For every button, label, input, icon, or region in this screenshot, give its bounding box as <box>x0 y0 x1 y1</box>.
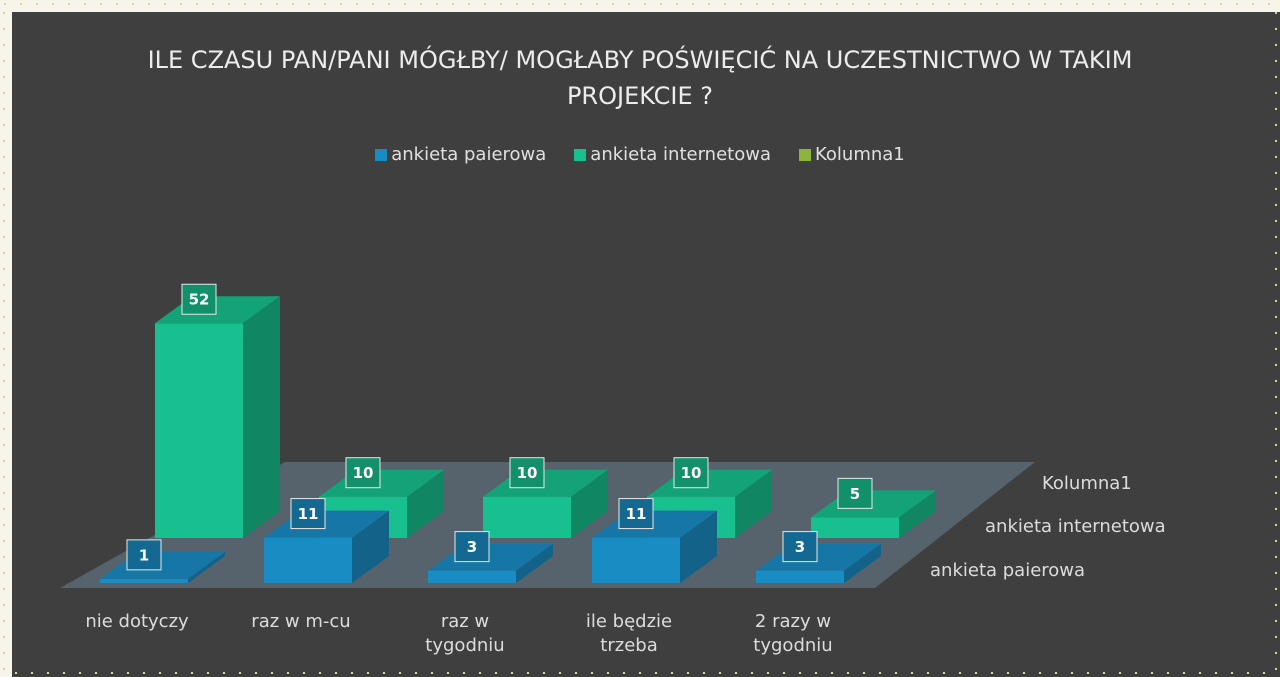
legend-item: ankieta paierowa <box>375 144 546 165</box>
bar-front <box>264 537 352 583</box>
bar: 5 <box>811 477 936 538</box>
bar: 3 <box>428 531 553 583</box>
x-tick-label: raz w tygodniu <box>425 611 505 656</box>
value-label: 10 <box>517 464 538 482</box>
value-label-box <box>673 457 709 489</box>
value-label-box <box>782 531 818 563</box>
bar: 1 <box>100 539 225 583</box>
value-label: 52 <box>189 291 210 309</box>
bar-side <box>188 551 225 583</box>
bar-side <box>899 490 936 538</box>
legend-swatch <box>375 149 388 161</box>
value-label-box <box>837 477 873 509</box>
value-label-box <box>345 457 381 489</box>
x-tick-label: ile będzie trzeba <box>585 611 673 656</box>
value-label: 3 <box>467 538 477 556</box>
bar: 11 <box>264 498 389 583</box>
value-label: 10 <box>681 464 702 482</box>
value-label: 11 <box>626 505 647 523</box>
depth-label: ankieta paierowa <box>930 560 1086 581</box>
value-label: 10 <box>353 464 374 482</box>
bar-front <box>592 537 680 583</box>
value-label: 3 <box>795 538 805 556</box>
value-label: 5 <box>850 485 860 503</box>
bar: 10 <box>483 457 608 538</box>
value-label-box <box>181 283 217 315</box>
legend-label: ankieta internetowa <box>590 144 771 165</box>
legend-item: Kolumna1 <box>798 144 905 165</box>
value-label-box <box>290 498 326 530</box>
legend-label: Kolumna1 <box>814 144 905 165</box>
bar-side <box>516 543 553 583</box>
page-border <box>3 3 1277 674</box>
legend-swatch <box>574 149 587 161</box>
bar-side <box>243 296 280 538</box>
legend-swatch <box>798 149 811 161</box>
value-label: 11 <box>298 505 319 523</box>
value-label-box <box>126 539 162 571</box>
x-tick-label: 2 razy w tygodniu <box>753 611 833 656</box>
bar: 3 <box>756 531 881 583</box>
value-label-box <box>509 457 545 489</box>
value-label-box <box>454 531 490 563</box>
bar-front <box>100 578 188 583</box>
bar-front <box>155 323 243 538</box>
x-tick-label: raz w m-cu <box>251 611 351 632</box>
bar: 11 <box>592 498 717 583</box>
bar-side <box>352 510 389 583</box>
depth-label: Kolumna1 <box>1042 473 1132 494</box>
bar-side <box>407 469 444 538</box>
bar-side <box>844 543 881 583</box>
value-label: 1 <box>139 546 149 564</box>
bar-front <box>811 517 899 538</box>
value-label-box <box>618 498 654 530</box>
bar: 52 <box>155 283 280 538</box>
chart-title: ILE CZASU PAN/PANI MÓGŁBY/ MOGŁABY POŚWI… <box>147 46 1133 110</box>
bar-side <box>571 469 608 538</box>
bar-side <box>680 510 717 583</box>
bar-front <box>483 496 571 538</box>
legend-label: ankieta paierowa <box>391 144 547 165</box>
legend: ankieta paierowa ankieta internetowa Kolum… <box>0 144 1280 165</box>
depth-label: ankieta internetowa <box>985 516 1166 537</box>
bar-side <box>735 469 772 538</box>
bar-front <box>756 570 844 583</box>
x-tick-label: nie dotyczy <box>85 611 189 632</box>
bar-front <box>428 570 516 583</box>
legend-item: ankieta internetowa <box>574 144 771 165</box>
